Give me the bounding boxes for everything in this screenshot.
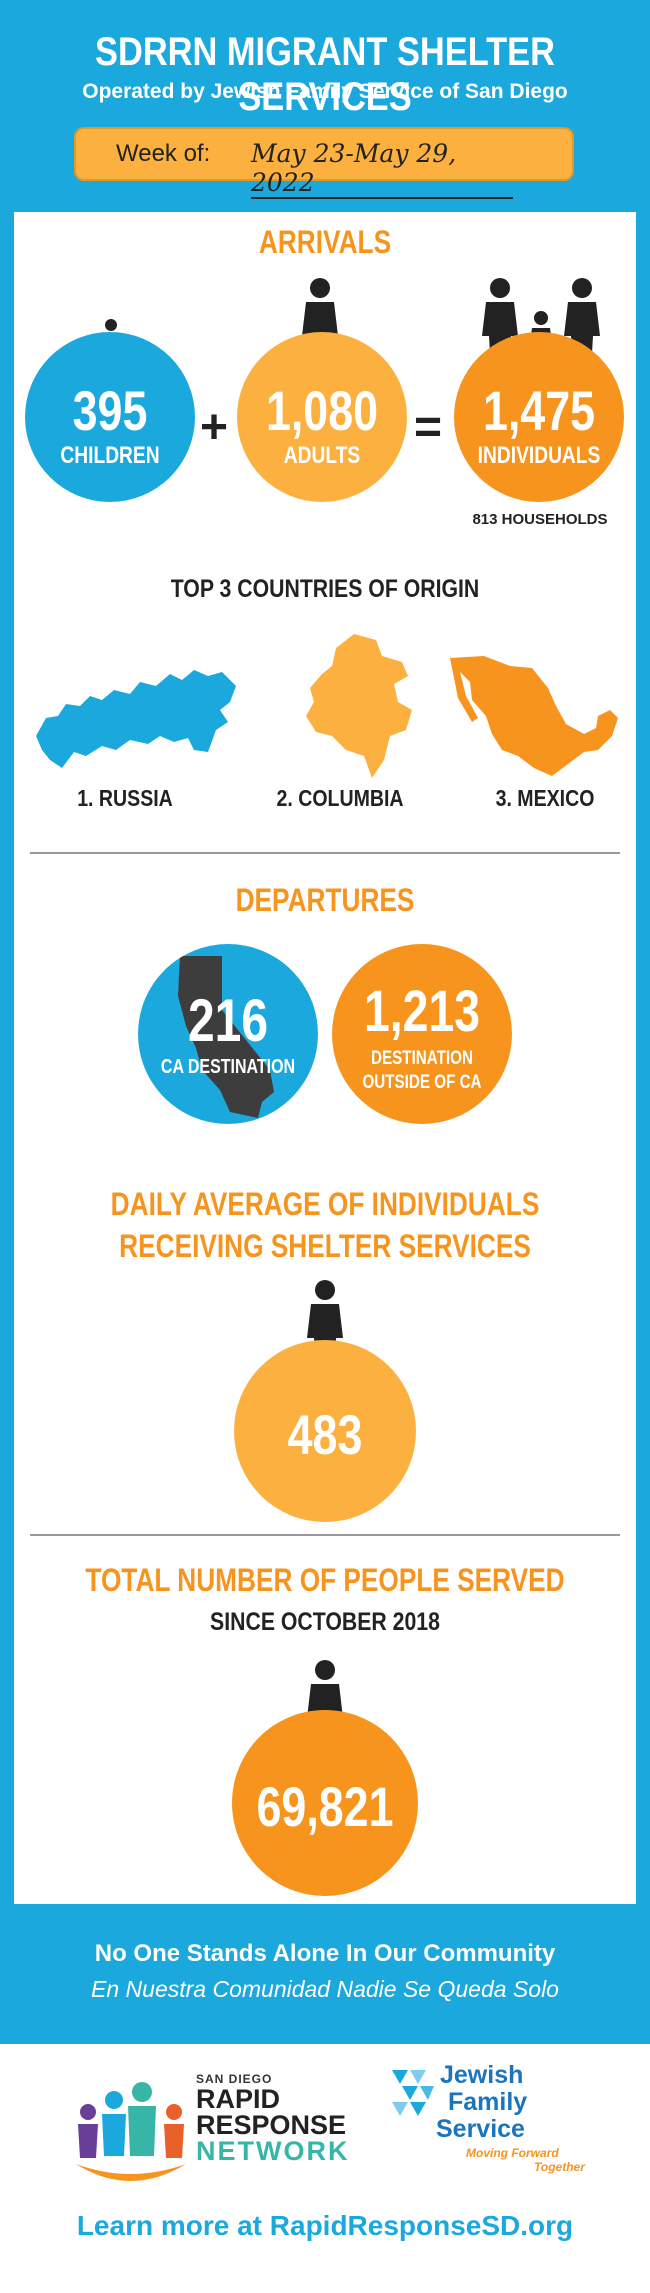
total-title: TOTAL NUMBER OF PEOPLE SERVED xyxy=(85,1562,565,1598)
rapid-response-network-logo-icon xyxy=(76,2082,186,2181)
children-label: CHILDREN xyxy=(60,442,160,469)
departures-title: DEPARTURES xyxy=(235,882,415,918)
tagline-english: No One Stands Alone In Our Community xyxy=(94,1940,556,1967)
adults-value: 1,080 xyxy=(265,379,379,442)
divider xyxy=(30,1534,620,1536)
total-subtitle: SINCE OCTOBER 2018 xyxy=(210,1608,440,1636)
outside-ca-circle: 1,213 DESTINATION OUTSIDE OF CA xyxy=(332,944,512,1124)
total-served-circle: 69,821 xyxy=(232,1710,418,1896)
week-box: Week of: May 23-May 29, 2022 xyxy=(74,127,574,199)
footer-band xyxy=(0,1904,650,2044)
country-1: 1. RUSSIA xyxy=(77,785,173,811)
country-2: 2. COLUMBIA xyxy=(276,785,404,811)
page-title: SDRRN MIGRANT SHELTER SERVICES xyxy=(95,30,555,119)
colombia-map-icon xyxy=(306,634,412,778)
tagline-spanish: En Nuestra Comunidad Nadie Se Queda Solo xyxy=(91,1976,559,2002)
countries-title: TOP 3 COUNTRIES OF ORIGIN xyxy=(170,575,480,603)
jfs-line-3: Service xyxy=(436,2115,525,2143)
footer-logos xyxy=(0,2044,650,2293)
total-served-value: 69,821 xyxy=(256,1775,394,1838)
arrivals-title: ARRIVALS xyxy=(258,224,392,260)
divider xyxy=(30,852,620,854)
ca-destination-value: 216 xyxy=(187,987,269,1054)
daily-average-value: 483 xyxy=(287,1403,363,1466)
ca-destination-circle: 216 CA DESTINATION xyxy=(138,944,318,1124)
adults-label: ADULTS xyxy=(283,442,361,469)
mexico-map-icon xyxy=(450,656,618,776)
individuals-circle: 1,475 INDIVIDUALS xyxy=(454,332,624,502)
jfs-line-2: Family xyxy=(448,2088,528,2116)
plus-sign: + xyxy=(200,401,229,454)
jfs-tagline-2: Together xyxy=(534,2160,585,2174)
children-value: 395 xyxy=(72,379,148,442)
equals-sign: = xyxy=(414,401,443,454)
individuals-value: 1,475 xyxy=(482,379,596,442)
individuals-label: INDIVIDUALS xyxy=(477,442,601,469)
children-circle: 395 CHILDREN xyxy=(25,332,195,502)
outside-ca-value: 1,213 xyxy=(363,979,481,1044)
daily-title-2: RECEIVING SHELTER SERVICES xyxy=(119,1228,531,1264)
russia-map-icon xyxy=(36,670,236,768)
adults-circle: 1,080 ADULTS xyxy=(237,332,407,502)
daily-average-circle: 483 xyxy=(234,1340,416,1522)
week-label: Week of: xyxy=(116,140,211,167)
page-subtitle: Operated by Jewish Family Service of San… xyxy=(82,80,568,103)
rrn-line-3: NETWORK xyxy=(196,2136,350,2166)
outside-ca-label-2: OUTSIDE OF CA xyxy=(362,1072,482,1093)
rrn-line-1: RAPID xyxy=(196,2084,281,2114)
california-map-icon xyxy=(178,956,274,1118)
jfs-line-1: Jewish xyxy=(440,2061,524,2089)
outside-ca-label-1: DESTINATION xyxy=(371,1048,473,1069)
jfs-tagline-1: Moving Forward xyxy=(466,2146,559,2160)
learn-more-link[interactable]: Learn more at RapidResponseSD.org xyxy=(76,2210,574,2241)
households-count: 813 HOUSEHOLDS xyxy=(472,511,608,528)
rrn-small-text: SAN DIEGO xyxy=(196,2072,273,2086)
ca-destination-label: CA DESTINATION xyxy=(160,1056,296,1078)
jfs-logo-icon xyxy=(392,2070,434,2116)
week-value: May 23-May 29, 2022 xyxy=(251,139,513,199)
daily-title-1: DAILY AVERAGE OF INDIVIDUALS xyxy=(110,1186,540,1222)
country-3: 3. MEXICO xyxy=(495,785,595,811)
rrn-line-2: RESPONSE xyxy=(196,2110,347,2140)
